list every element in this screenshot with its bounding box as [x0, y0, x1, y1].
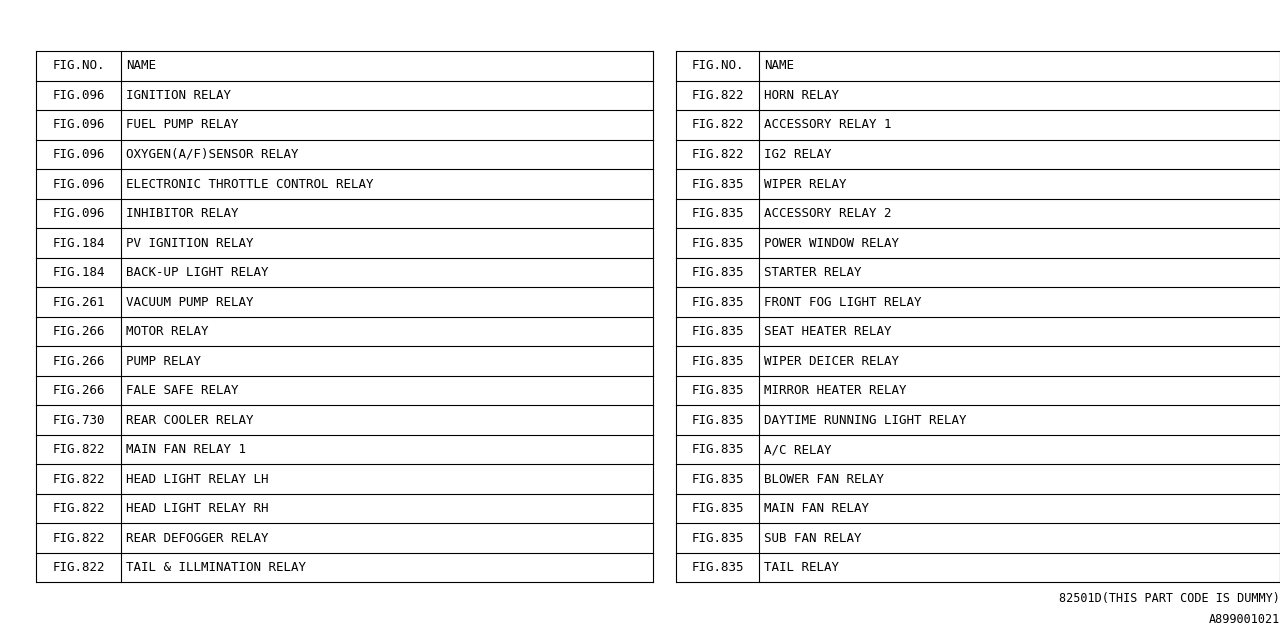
- Text: REAR COOLER RELAY: REAR COOLER RELAY: [127, 413, 253, 427]
- Text: ACCESSORY RELAY 2: ACCESSORY RELAY 2: [764, 207, 892, 220]
- Text: A899001021: A899001021: [1208, 613, 1280, 626]
- Text: FIG.822: FIG.822: [52, 532, 105, 545]
- Text: FIG.NO.: FIG.NO.: [691, 60, 744, 72]
- Text: SUB FAN RELAY: SUB FAN RELAY: [764, 532, 861, 545]
- Text: STARTER RELAY: STARTER RELAY: [764, 266, 861, 279]
- Text: FIG.266: FIG.266: [52, 384, 105, 397]
- Text: FIG.822: FIG.822: [52, 502, 105, 515]
- Text: MAIN FAN RELAY: MAIN FAN RELAY: [764, 502, 869, 515]
- Text: TAIL RELAY: TAIL RELAY: [764, 561, 840, 574]
- Text: FIG.835: FIG.835: [691, 207, 744, 220]
- Text: BACK-UP LIGHT RELAY: BACK-UP LIGHT RELAY: [127, 266, 269, 279]
- Text: FIG.096: FIG.096: [52, 177, 105, 191]
- Text: FIG.835: FIG.835: [691, 296, 744, 308]
- Text: MIRROR HEATER RELAY: MIRROR HEATER RELAY: [764, 384, 906, 397]
- Text: FIG.096: FIG.096: [52, 118, 105, 131]
- Text: MAIN FAN RELAY 1: MAIN FAN RELAY 1: [127, 443, 246, 456]
- Text: INHIBITOR RELAY: INHIBITOR RELAY: [127, 207, 238, 220]
- Text: FIG.835: FIG.835: [691, 384, 744, 397]
- Text: MOTOR RELAY: MOTOR RELAY: [127, 325, 209, 338]
- Text: FIG.266: FIG.266: [52, 355, 105, 367]
- Text: HEAD LIGHT RELAY RH: HEAD LIGHT RELAY RH: [127, 502, 269, 515]
- Text: TAIL & ILLMINATION RELAY: TAIL & ILLMINATION RELAY: [127, 561, 306, 574]
- Text: FIG.184: FIG.184: [52, 266, 105, 279]
- Text: FIG.835: FIG.835: [691, 443, 744, 456]
- Text: OXYGEN(A/F)SENSOR RELAY: OXYGEN(A/F)SENSOR RELAY: [127, 148, 298, 161]
- Text: FIG.730: FIG.730: [52, 413, 105, 427]
- Text: FIG.835: FIG.835: [691, 413, 744, 427]
- Text: FIG.261: FIG.261: [52, 296, 105, 308]
- Text: A/C RELAY: A/C RELAY: [764, 443, 832, 456]
- Text: 82501D(THIS PART CODE IS DUMMY): 82501D(THIS PART CODE IS DUMMY): [1059, 592, 1280, 605]
- Text: FIG.822: FIG.822: [52, 443, 105, 456]
- Text: IG2 RELAY: IG2 RELAY: [764, 148, 832, 161]
- Text: WIPER RELAY: WIPER RELAY: [764, 177, 847, 191]
- Text: HORN RELAY: HORN RELAY: [764, 89, 840, 102]
- Text: ELECTRONIC THROTTLE CONTROL RELAY: ELECTRONIC THROTTLE CONTROL RELAY: [127, 177, 374, 191]
- Text: FIG.096: FIG.096: [52, 89, 105, 102]
- Text: FIG.096: FIG.096: [52, 148, 105, 161]
- Text: FIG.835: FIG.835: [691, 532, 744, 545]
- Text: POWER WINDOW RELAY: POWER WINDOW RELAY: [764, 237, 900, 250]
- Text: FIG.835: FIG.835: [691, 561, 744, 574]
- Text: PV IGNITION RELAY: PV IGNITION RELAY: [127, 237, 253, 250]
- Text: FIG.NO.: FIG.NO.: [52, 60, 105, 72]
- Text: BLOWER FAN RELAY: BLOWER FAN RELAY: [764, 472, 884, 486]
- Text: FRONT FOG LIGHT RELAY: FRONT FOG LIGHT RELAY: [764, 296, 922, 308]
- Text: FIG.266: FIG.266: [52, 325, 105, 338]
- Text: FIG.835: FIG.835: [691, 325, 744, 338]
- Text: DAYTIME RUNNING LIGHT RELAY: DAYTIME RUNNING LIGHT RELAY: [764, 413, 966, 427]
- Text: FIG.822: FIG.822: [52, 561, 105, 574]
- Text: NAME: NAME: [127, 60, 156, 72]
- Text: FIG.835: FIG.835: [691, 502, 744, 515]
- Text: REAR DEFOGGER RELAY: REAR DEFOGGER RELAY: [127, 532, 269, 545]
- Text: FIG.822: FIG.822: [691, 89, 744, 102]
- Text: FIG.096: FIG.096: [52, 207, 105, 220]
- Text: FIG.835: FIG.835: [691, 266, 744, 279]
- Text: FIG.835: FIG.835: [691, 472, 744, 486]
- Text: HEAD LIGHT RELAY LH: HEAD LIGHT RELAY LH: [127, 472, 269, 486]
- Text: FIG.835: FIG.835: [691, 355, 744, 367]
- Text: WIPER DEICER RELAY: WIPER DEICER RELAY: [764, 355, 900, 367]
- Text: FIG.835: FIG.835: [691, 237, 744, 250]
- Text: IGNITION RELAY: IGNITION RELAY: [127, 89, 232, 102]
- Text: FIG.835: FIG.835: [691, 177, 744, 191]
- Text: NAME: NAME: [764, 60, 795, 72]
- Text: PUMP RELAY: PUMP RELAY: [127, 355, 201, 367]
- Text: ACCESSORY RELAY 1: ACCESSORY RELAY 1: [764, 118, 892, 131]
- Text: FIG.822: FIG.822: [52, 472, 105, 486]
- Text: FIG.822: FIG.822: [691, 118, 744, 131]
- Text: FIG.184: FIG.184: [52, 237, 105, 250]
- Text: SEAT HEATER RELAY: SEAT HEATER RELAY: [764, 325, 892, 338]
- Text: FIG.822: FIG.822: [691, 148, 744, 161]
- Text: FUEL PUMP RELAY: FUEL PUMP RELAY: [127, 118, 238, 131]
- Text: VACUUM PUMP RELAY: VACUUM PUMP RELAY: [127, 296, 253, 308]
- Text: FALE SAFE RELAY: FALE SAFE RELAY: [127, 384, 238, 397]
